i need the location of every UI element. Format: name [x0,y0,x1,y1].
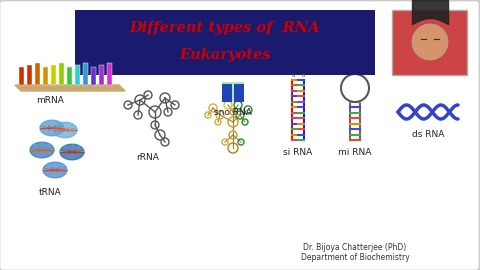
Text: si RNA: si RNA [283,148,312,157]
Bar [67,67,72,85]
Circle shape [412,24,448,60]
Text: Eukaryotes: Eukaryotes [179,48,271,62]
Bar [43,67,48,85]
Text: Dr. Bijoya Chatterjee (PhD): Dr. Bijoya Chatterjee (PhD) [303,244,407,252]
Polygon shape [30,142,54,158]
Bar [107,63,112,85]
Bar [99,65,104,85]
Text: ds RNA: ds RNA [412,130,444,139]
Text: b: b [301,73,305,78]
Bar [19,67,24,85]
Text: rRNA: rRNA [137,153,159,162]
Polygon shape [60,144,84,160]
Bar [222,84,232,102]
Bar [59,63,64,85]
Text: Department of Biochemistry: Department of Biochemistry [300,252,409,262]
Bar [27,65,32,85]
Text: a: a [291,73,295,78]
Polygon shape [43,162,67,178]
Bar [83,63,88,85]
Text: sno RNA: sno RNA [214,108,252,117]
Bar [91,67,96,85]
Text: Different types of  RNA: Different types of RNA [130,21,320,35]
Polygon shape [40,120,64,136]
Polygon shape [53,122,77,138]
Bar [35,63,40,85]
FancyBboxPatch shape [75,10,375,75]
Bar [75,65,80,85]
FancyBboxPatch shape [392,10,467,75]
Polygon shape [15,85,125,91]
Text: mi RNA: mi RNA [338,148,372,157]
Bar [51,65,56,85]
FancyBboxPatch shape [222,82,244,102]
Bar [234,84,244,102]
Text: tRNA: tRNA [38,188,61,197]
Text: mRNA: mRNA [36,96,64,105]
